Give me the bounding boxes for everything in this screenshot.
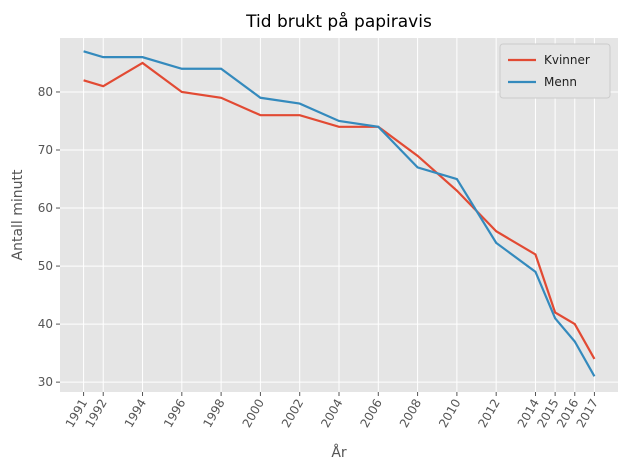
data-line [83, 50, 596, 377]
data-line [83, 61, 596, 360]
chart-title: Tid brukt på papiravis [245, 11, 432, 32]
legend-label: Menn [544, 75, 577, 89]
y-tick-label: 50 [38, 259, 53, 273]
y-tick-label: 30 [38, 375, 53, 389]
y-tick-label: 80 [38, 85, 53, 99]
y-tick-label: 40 [38, 317, 53, 331]
y-tick-label: 70 [38, 143, 53, 157]
y-tick-label: 60 [38, 201, 53, 215]
x-axis-label: År [331, 444, 347, 461]
legend-box [499, 43, 611, 99]
legend-label: Kvinner [544, 53, 590, 67]
y-axis-label: Antall minutt [10, 169, 26, 261]
